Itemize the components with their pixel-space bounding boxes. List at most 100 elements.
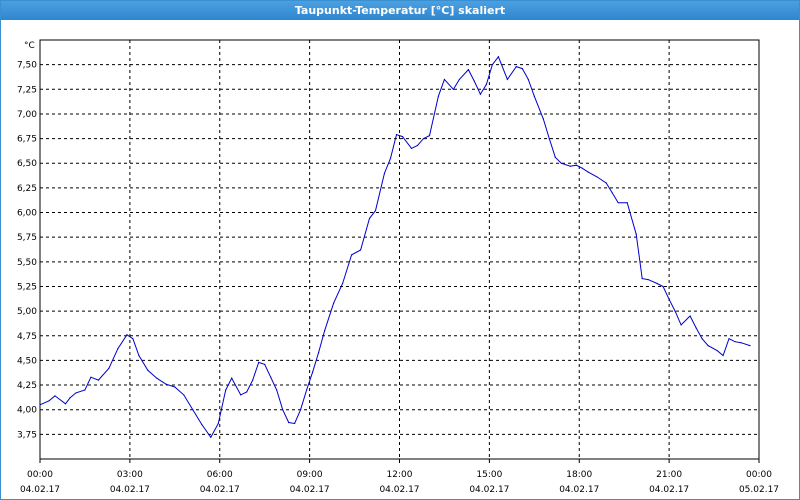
data-point (117, 347, 119, 350)
data-point (527, 78, 529, 81)
data-point (560, 162, 562, 164)
data-point (668, 298, 670, 300)
x-tick-time-label: 06:00 (207, 470, 233, 480)
data-point (282, 409, 284, 411)
data-point (240, 394, 242, 396)
data-point (156, 377, 158, 379)
y-tick-label: 6,50 (17, 159, 37, 169)
data-point (497, 56, 499, 58)
data-point (734, 341, 736, 343)
data-point (264, 363, 266, 365)
data-point (48, 400, 50, 402)
data-point (300, 409, 302, 411)
data-point (611, 192, 613, 194)
data-point (680, 324, 682, 326)
data-point (410, 147, 413, 150)
data-point (231, 377, 233, 379)
data-point (389, 157, 392, 159)
x-tick-date-label: 04.02.17 (290, 485, 330, 495)
x-tick-date-label: 04.02.17 (559, 485, 599, 495)
data-point (97, 379, 100, 381)
data-point (75, 392, 77, 394)
data-point (452, 88, 455, 90)
data-point (749, 345, 751, 347)
data-point (467, 68, 470, 71)
data-point (533, 95, 535, 97)
data-point (217, 422, 219, 425)
y-tick-label: 5,00 (17, 307, 37, 317)
y-tick-label: 7,00 (17, 110, 37, 120)
data-point (108, 367, 110, 369)
data-point (318, 351, 320, 354)
data-point (422, 137, 425, 140)
y-tick-label: 7,25 (17, 85, 37, 95)
data-point (656, 282, 658, 285)
y-axis-label: °C (24, 41, 35, 51)
data-point (246, 391, 248, 393)
y-tick-label: 7,50 (17, 61, 37, 71)
data-point (69, 397, 71, 399)
data-point (276, 389, 278, 391)
data-point (54, 395, 56, 397)
plot-area-border (39, 39, 760, 460)
data-point (210, 436, 212, 438)
window-title: Taupunkt-Temperatur [°C] skaliert (1, 1, 799, 20)
y-tick-label: 4,75 (17, 332, 37, 342)
data-point (722, 354, 724, 357)
x-tick-date-label: 04.02.17 (110, 485, 150, 495)
data-point (707, 345, 709, 347)
y-tick-label: 4,00 (17, 406, 37, 416)
data-point (225, 389, 227, 391)
x-tick-time-label: 18:00 (566, 470, 592, 480)
data-point (183, 394, 185, 396)
data-point (359, 249, 362, 251)
data-point (270, 376, 272, 378)
data-point (126, 334, 128, 336)
x-tick-date-label: 05.02.17 (739, 485, 779, 495)
data-point (428, 135, 431, 137)
data-point (324, 330, 326, 332)
data-point (416, 144, 419, 147)
data-point (258, 361, 260, 363)
data-point (596, 176, 598, 178)
data-point (662, 285, 664, 288)
y-tick-label: 4,50 (17, 356, 37, 366)
data-point (147, 369, 149, 371)
data-point (689, 315, 691, 317)
data-point (617, 202, 619, 204)
x-tick-time-label: 09:00 (297, 470, 323, 480)
y-tick-label: 6,25 (17, 184, 37, 194)
data-point (716, 349, 718, 352)
data-point (332, 302, 335, 304)
data-point (341, 282, 344, 285)
data-point (90, 376, 92, 378)
x-tick-date-label: 04.02.17 (649, 485, 689, 495)
data-point (383, 172, 386, 174)
y-tick-label: 4,25 (17, 381, 37, 391)
data-point (605, 182, 607, 184)
x-tick-time-label: 03:00 (117, 470, 143, 480)
x-tick-time-label: 00:00 (27, 470, 53, 480)
data-point (641, 277, 643, 280)
data-point (132, 338, 134, 340)
x-tick-time-label: 21:00 (656, 470, 682, 480)
data-point (138, 354, 140, 357)
data-point (569, 165, 571, 167)
data-point (554, 156, 556, 158)
data-point (485, 83, 487, 85)
data-point (491, 64, 493, 66)
data-point (626, 202, 628, 204)
x-tick-time-label: 12:00 (387, 470, 413, 480)
data-point (350, 254, 353, 256)
data-point (368, 217, 371, 220)
data-point (701, 338, 703, 340)
x-tick-time-label: 00:00 (746, 470, 772, 480)
y-tick-label: 3,75 (17, 430, 37, 440)
data-point (165, 383, 167, 385)
data-point (201, 423, 203, 426)
data-point (294, 422, 296, 425)
data-point (695, 327, 697, 329)
y-tick-label: 5,25 (17, 282, 37, 292)
y-tick-label: 6,75 (17, 135, 37, 145)
